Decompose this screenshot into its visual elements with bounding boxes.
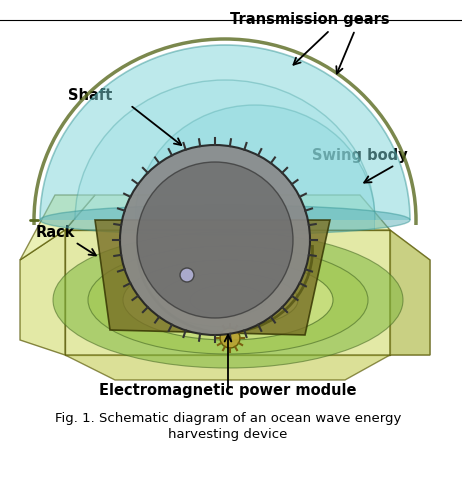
Text: Electromagnetic power module: Electromagnetic power module: [99, 383, 357, 398]
Circle shape: [220, 328, 240, 348]
Ellipse shape: [123, 260, 333, 340]
Text: Fig. 1. Schematic diagram of an ocean wave energy: Fig. 1. Schematic diagram of an ocean wa…: [55, 412, 401, 425]
Text: Rack: Rack: [35, 225, 75, 240]
Circle shape: [180, 268, 194, 282]
Polygon shape: [65, 230, 390, 355]
Ellipse shape: [135, 105, 375, 335]
Polygon shape: [390, 230, 430, 355]
Circle shape: [137, 162, 293, 318]
Ellipse shape: [158, 273, 298, 327]
Text: Shaft: Shaft: [68, 88, 112, 103]
Ellipse shape: [190, 285, 266, 315]
Polygon shape: [20, 230, 65, 355]
Polygon shape: [65, 355, 390, 380]
Text: Transmission gears: Transmission gears: [230, 12, 390, 27]
Text: harvesting device: harvesting device: [168, 428, 288, 441]
Polygon shape: [20, 195, 95, 260]
Polygon shape: [65, 195, 390, 230]
Circle shape: [120, 145, 310, 335]
Polygon shape: [390, 230, 430, 355]
Text: Swing body: Swing body: [312, 148, 408, 163]
Ellipse shape: [88, 246, 368, 354]
Polygon shape: [95, 220, 330, 335]
Ellipse shape: [40, 45, 410, 395]
Ellipse shape: [53, 232, 403, 368]
Ellipse shape: [40, 205, 410, 235]
Ellipse shape: [75, 80, 375, 360]
